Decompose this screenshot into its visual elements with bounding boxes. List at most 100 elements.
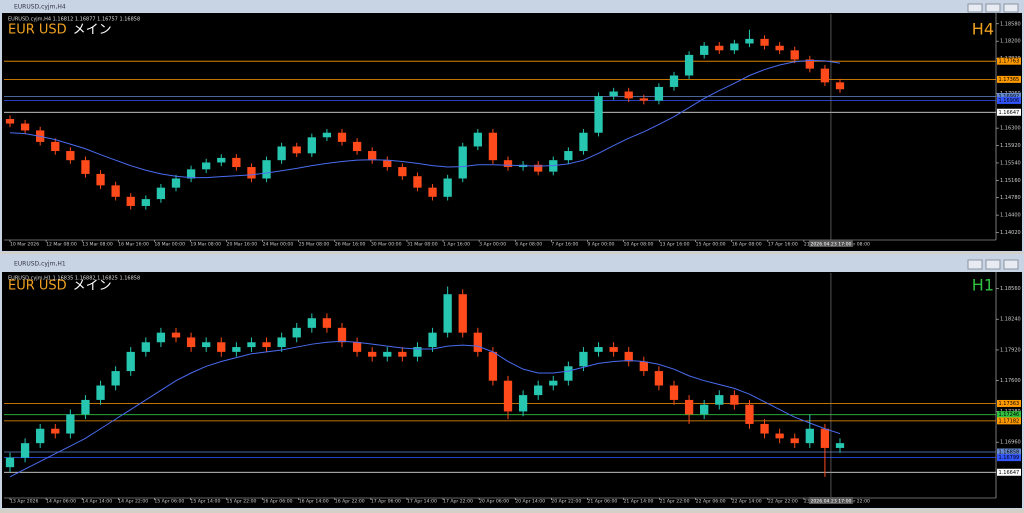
x-tick-label: 10 Apr 08:00 <box>623 242 653 248</box>
candle-body <box>368 351 377 357</box>
candle-body <box>51 428 60 434</box>
x-tick-label: 18 Mar 00:00 <box>154 242 185 248</box>
candle-body <box>262 342 271 348</box>
candle-body <box>383 351 392 357</box>
candle-body <box>488 351 498 381</box>
y-tick-label: 1.14020 <box>1000 230 1021 236</box>
x-tick-label: 3 Apr 00:00 <box>479 242 506 248</box>
candle-body <box>624 91 633 99</box>
window-title: EURUSD,cyjm,H4 <box>14 4 66 11</box>
x-tick-label: 1 Apr 16:00 <box>443 242 470 248</box>
candle-body <box>111 185 120 197</box>
x-tick-label: 16 Apr 22:00 <box>335 499 365 505</box>
candle-body <box>66 151 75 161</box>
candle-body <box>96 173 105 186</box>
candle-body <box>745 38 754 44</box>
x-tick-label: 14 Apr 22:00 <box>118 499 148 505</box>
candle-body <box>579 132 588 152</box>
chart-background <box>2 13 1022 251</box>
price-level-label: 1.16906 <box>999 98 1020 104</box>
candle-body <box>322 318 332 328</box>
candle-body <box>835 82 845 90</box>
candle-body <box>835 443 845 448</box>
candle-body <box>413 176 422 188</box>
candle-body <box>383 160 392 168</box>
candle-body <box>186 169 196 179</box>
price-level-tag <box>997 57 1021 65</box>
candle-body <box>458 146 467 179</box>
x-tick-label: 14 Apr 06:00 <box>46 499 76 505</box>
candle-body <box>760 38 769 46</box>
candle-body <box>669 75 679 87</box>
candle-body <box>503 380 513 412</box>
timeframe: H4 <box>972 20 994 39</box>
minimize-button[interactable] <box>967 259 983 270</box>
candle-body <box>202 162 211 170</box>
price-level-label: 1.17763 <box>999 59 1020 65</box>
close-button[interactable] <box>1003 259 1019 270</box>
candle-body <box>805 59 814 69</box>
candle-body <box>126 196 135 206</box>
x-tick-label: 17 Apr 22:00 <box>443 499 473 505</box>
candle-body <box>428 187 437 197</box>
candle-body <box>292 327 301 338</box>
crosshair-label: 2026.04.23 17:00 <box>810 499 851 505</box>
candle-body <box>503 160 513 168</box>
maximize-button[interactable] <box>985 259 1001 270</box>
window-buttons[interactable] <box>967 3 1019 270</box>
x-tick-label: 16 Apr 08:00 <box>732 242 762 248</box>
candle-body <box>473 132 482 147</box>
x-tick-label: 13 Apr 16:00 <box>660 242 690 248</box>
x-tick-label: 21 Apr 14:00 <box>623 499 653 505</box>
candle-body <box>277 146 286 161</box>
symbol-name: EUR USD <box>8 279 67 294</box>
candle-body <box>549 380 558 386</box>
x-tick-label: 22 Apr 22:00 <box>768 499 798 505</box>
y-tick-label: 1.15160 <box>1000 178 1021 184</box>
crosshair-tag <box>808 497 853 504</box>
y-tick-label: 1.15920 <box>1000 143 1021 149</box>
x-tick-label: 21 Apr 06:00 <box>587 499 617 505</box>
candle-body <box>579 351 588 367</box>
candle-body <box>156 332 166 343</box>
candle-body <box>443 178 452 197</box>
close-button[interactable] <box>1003 3 1019 13</box>
x-tick-label: 19 Mar 08:00 <box>190 242 221 248</box>
price-level-label: 1.16799 <box>999 455 1020 461</box>
x-tick-label: 6 Apr 08:00 <box>515 242 542 248</box>
candle-body <box>368 151 377 161</box>
candle-body <box>715 395 724 405</box>
y-tick-label: 1.18580 <box>1000 21 1021 27</box>
candle-body <box>413 347 422 357</box>
candle-body <box>564 151 573 161</box>
candle-body <box>443 294 452 333</box>
candle-body <box>20 123 30 131</box>
candle-body <box>186 337 196 348</box>
x-tick-label: 16 Apr 06:00 <box>263 499 293 505</box>
candle-body <box>715 45 724 51</box>
candle-body <box>217 157 226 163</box>
candle-body <box>820 68 830 83</box>
y-tick-label: 1.18560 <box>1000 286 1021 292</box>
candle-body <box>398 167 407 177</box>
maximize-button[interactable] <box>985 3 1001 13</box>
x-tick-label: 13 Mar 08:00 <box>82 242 113 248</box>
candle-body <box>307 137 316 154</box>
price-level-tag <box>997 454 1021 462</box>
crosshair-label: 2026.04.23 17:00 <box>810 242 851 248</box>
crosshair-tag <box>808 240 853 247</box>
x-tick-label: 17 Apr 14:00 <box>407 499 437 505</box>
candle-body <box>322 132 332 138</box>
x-tick-label: 25 Mar 08:00 <box>299 242 330 248</box>
y-tick-label: 1.18240 <box>1000 317 1021 323</box>
x-tick-label: 20 Mar 16:00 <box>227 242 258 248</box>
candle-body <box>805 428 814 444</box>
candle-body <box>232 157 241 168</box>
y-tick-label: 1.16960 <box>1000 440 1021 446</box>
minimize-button[interactable] <box>967 3 983 13</box>
candle-body <box>639 98 648 101</box>
candle-body <box>534 385 543 396</box>
candle-body <box>684 54 694 76</box>
symbol-info: EURUSD.cyjm,H1 1.16835 1.16882 1.16825 1… <box>8 276 140 282</box>
